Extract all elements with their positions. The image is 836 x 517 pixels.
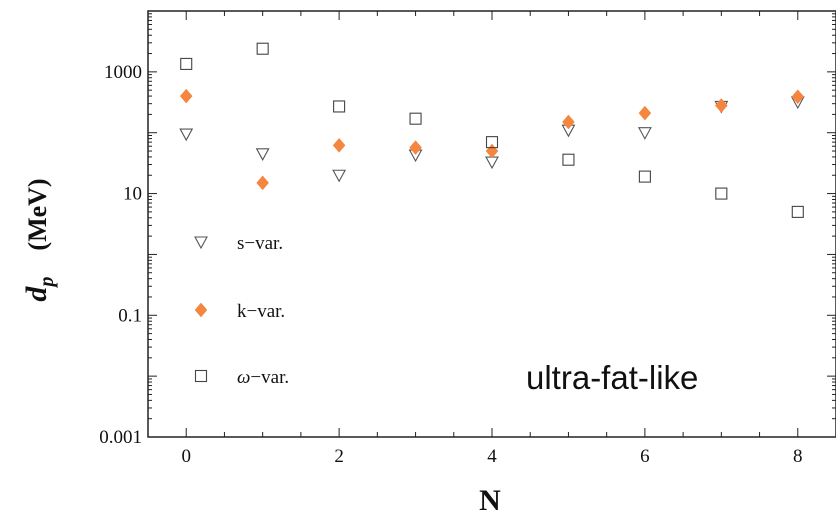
x-axis-title: N <box>479 484 501 517</box>
data-point-series-2 <box>485 143 499 159</box>
data-point-series-2 <box>638 105 652 121</box>
data-point-series-3 <box>715 187 728 200</box>
data-point-series-1 <box>332 169 347 183</box>
data-point-series-2 <box>179 88 193 104</box>
legend: s−var. k−var. ω−var. <box>194 233 289 388</box>
data-point-series-2 <box>332 137 346 153</box>
svg-text:dp(MeV): dp (MeV) <box>20 178 58 301</box>
data-points <box>179 42 805 218</box>
legend-marker-1 <box>194 236 208 250</box>
data-point-series-3 <box>638 170 651 183</box>
data-point-series-3 <box>256 42 269 55</box>
data-point-series-2 <box>409 140 422 155</box>
chart-annotation: ultra-fat-like <box>526 359 698 396</box>
data-point-series-2 <box>562 114 575 130</box>
data-point-series-3 <box>333 100 346 113</box>
x-tick-label: 4 <box>487 446 497 467</box>
x-tick-label: 6 <box>640 446 650 467</box>
y-axis-title-main: d <box>20 286 53 302</box>
data-point-series-3 <box>485 136 499 149</box>
y-tick-label: 0.1 <box>118 305 142 326</box>
data-point-series-1 <box>485 156 499 170</box>
legend-marker-3 <box>194 369 208 383</box>
y-axis: 0.001 0.1 10 1000 <box>99 13 836 448</box>
y-axis-title-unit: (MeV) <box>23 178 52 250</box>
data-point-series-2 <box>715 98 728 113</box>
y-tick-label: 0.001 <box>99 427 142 448</box>
legend-label-2: k−var. <box>237 301 285 322</box>
data-point-series-3 <box>562 153 575 166</box>
y-tick-label: 1000 <box>104 62 142 83</box>
x-tick-label: 2 <box>334 446 344 467</box>
y-tick-label: 10 <box>123 184 142 205</box>
data-point-series-3 <box>791 205 804 218</box>
y-axis-title: dp (MeV) <box>20 178 58 301</box>
x-axis: 0 2 4 6 8 <box>181 11 803 467</box>
legend-label-3: ω−var. <box>237 367 289 388</box>
legend-marker-2 <box>194 302 208 318</box>
data-point-series-1 <box>179 128 194 142</box>
legend-label-1: s−var. <box>237 233 283 254</box>
data-point-series-3 <box>409 112 422 125</box>
data-point-series-3 <box>180 57 193 70</box>
data-point-series-1 <box>637 127 652 140</box>
data-point-series-2 <box>256 175 269 191</box>
x-tick-label: 0 <box>181 446 191 467</box>
data-point-series-2 <box>791 89 805 105</box>
y-axis-title-sub: p <box>36 277 58 289</box>
data-point-series-1 <box>255 148 270 161</box>
x-tick-label: 8 <box>793 446 803 467</box>
